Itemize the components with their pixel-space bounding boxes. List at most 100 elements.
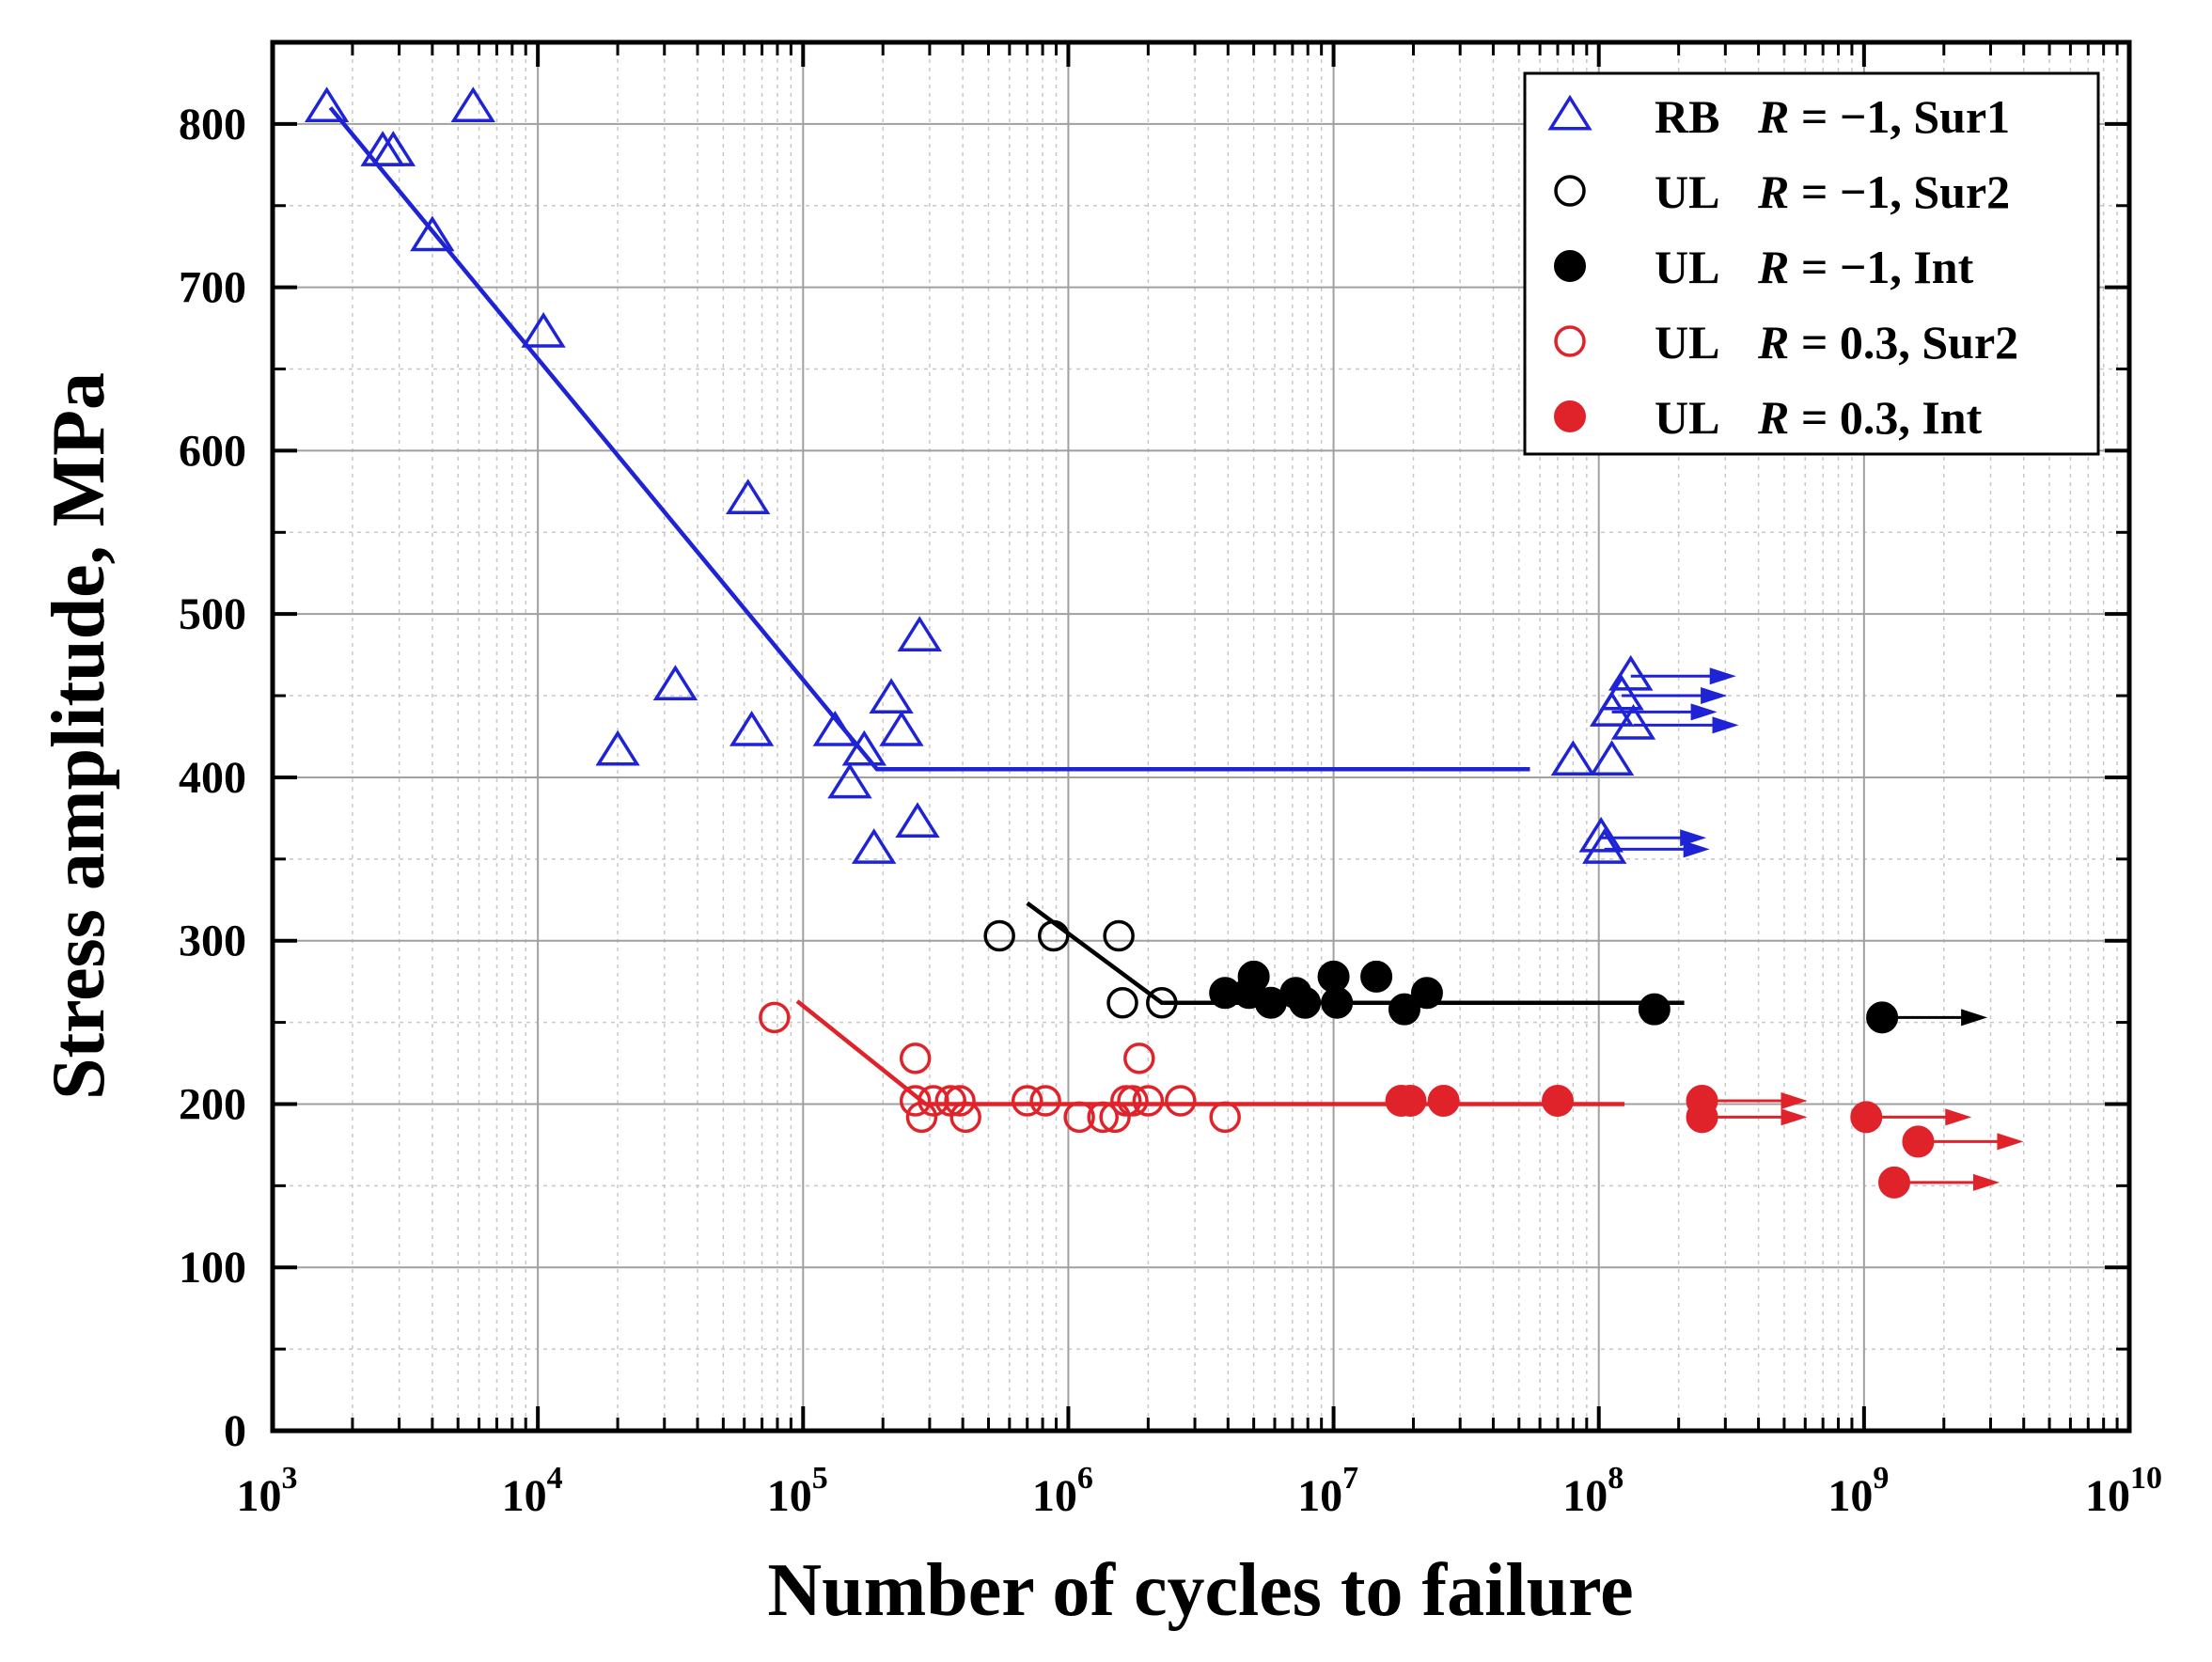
x-tick-label: 104	[502, 1461, 563, 1521]
data-point	[1103, 919, 1135, 952]
legend-box	[1523, 71, 2100, 456]
data-point	[1087, 1101, 1119, 1134]
data-point	[1388, 993, 1420, 1026]
runout-point	[1582, 828, 1627, 864]
data-point	[450, 86, 495, 122]
data-point	[812, 711, 857, 746]
data-point	[726, 478, 771, 514]
data-point	[1237, 960, 1270, 993]
runout-arrow-head	[1712, 716, 1739, 734]
runout-point	[1878, 1166, 1911, 1199]
x-tick-label: 108	[1562, 1461, 1624, 1521]
runout-point	[1599, 674, 1644, 711]
legend-label-prefix: UL	[1655, 241, 1719, 293]
data-point	[1394, 1084, 1427, 1117]
data-point	[1038, 919, 1070, 952]
data-point	[1165, 1085, 1197, 1117]
data-point	[652, 665, 698, 701]
data-point	[944, 1085, 976, 1117]
data-point	[370, 131, 416, 166]
data-point	[1550, 740, 1596, 776]
runout-arrow-head	[1781, 1108, 1808, 1126]
runout-arrow-head	[1701, 687, 1728, 705]
data-point	[1427, 1084, 1460, 1117]
legend-marker	[1547, 94, 1592, 131]
runout-arrow-head	[1973, 1173, 2000, 1191]
data-point	[1029, 1085, 1061, 1117]
y-tick-label: 800	[179, 100, 246, 149]
data-point	[595, 729, 640, 766]
legend-marker	[1554, 175, 1586, 207]
legend-marker	[1554, 325, 1586, 357]
runout-arrow-head	[1709, 667, 1736, 685]
data-point	[1638, 993, 1671, 1026]
runout-arrow-head	[1683, 840, 1710, 858]
data-point	[1063, 1101, 1095, 1134]
runout-arrow-head	[1997, 1133, 2024, 1151]
runout-point	[1686, 1101, 1718, 1134]
legend-label-condition: R = −1, Sur2	[1757, 165, 2010, 218]
data-point	[1146, 986, 1178, 1019]
y-tick-label: 100	[179, 1243, 246, 1293]
legend-label-prefix: RB	[1655, 90, 1719, 143]
legend-label-condition: R = 0.3, Int	[1757, 391, 1983, 444]
legend-label-prefix: UL	[1655, 391, 1719, 444]
data-point	[1410, 977, 1443, 1010]
runout-arrow-head	[1781, 1091, 1808, 1109]
y-tick-label: 300	[179, 917, 246, 966]
x-tick-label: 1010	[2085, 1461, 2162, 1521]
plot-frame	[270, 39, 2132, 1434]
data-point	[410, 215, 455, 252]
data-point	[1011, 1085, 1043, 1117]
data-point	[729, 711, 775, 746]
data-point	[827, 762, 872, 799]
runout-point	[1608, 654, 1654, 691]
data-point	[304, 86, 350, 122]
data-point	[895, 802, 940, 839]
data-point	[851, 828, 897, 864]
legend-label-condition: R = −1, Int	[1757, 241, 1974, 293]
data-point	[1589, 740, 1635, 776]
data-point	[1132, 1085, 1165, 1117]
y-tick-label: 700	[179, 263, 246, 313]
data-point	[869, 678, 914, 713]
runout-arrow-head	[1690, 703, 1718, 721]
fit-line	[328, 106, 1530, 772]
x-tick-label: 103	[237, 1461, 298, 1521]
legend-marker	[1554, 250, 1586, 282]
data-point	[879, 711, 924, 746]
runout-point	[1902, 1125, 1935, 1158]
data-point	[1360, 960, 1393, 993]
data-point	[899, 1043, 932, 1074]
x-axis-title: Number of cycles to failure	[767, 1549, 1633, 1632]
data-points	[304, 86, 2024, 1199]
y-axis-title: Stress amplitude, MPa	[38, 372, 120, 1100]
data-point	[1542, 1084, 1575, 1117]
data-point	[521, 312, 566, 348]
data-point	[897, 616, 942, 651]
data-point	[949, 1101, 981, 1134]
data-point	[918, 1085, 949, 1117]
data-point	[1289, 986, 1322, 1019]
legend-label-prefix: UL	[1655, 165, 1719, 218]
data-point	[841, 729, 886, 766]
x-tick-label: 107	[1297, 1461, 1358, 1521]
data-point	[1106, 986, 1138, 1019]
runout-point	[1610, 704, 1656, 740]
runout-point	[1578, 816, 1624, 853]
data-point	[983, 919, 1015, 952]
data-point	[1099, 1101, 1131, 1134]
legend-label-condition: R = −1, Sur1	[1757, 90, 2010, 143]
data-point	[1321, 986, 1354, 1019]
y-tick-label: 200	[179, 1079, 246, 1129]
data-point	[899, 1085, 932, 1117]
runout-point	[1850, 1101, 1883, 1134]
legend-label-condition: R = 0.3, Sur2	[1757, 316, 2018, 368]
legend: RB R = −1, Sur1 UL R = −1, Sur2 UL R = −1, In…	[1523, 71, 2100, 456]
data-point	[1117, 1085, 1149, 1117]
y-tick-label: 0	[224, 1406, 246, 1456]
x-tick-label: 106	[1032, 1461, 1093, 1521]
data-point	[1123, 1043, 1155, 1074]
data-point	[759, 1001, 791, 1034]
